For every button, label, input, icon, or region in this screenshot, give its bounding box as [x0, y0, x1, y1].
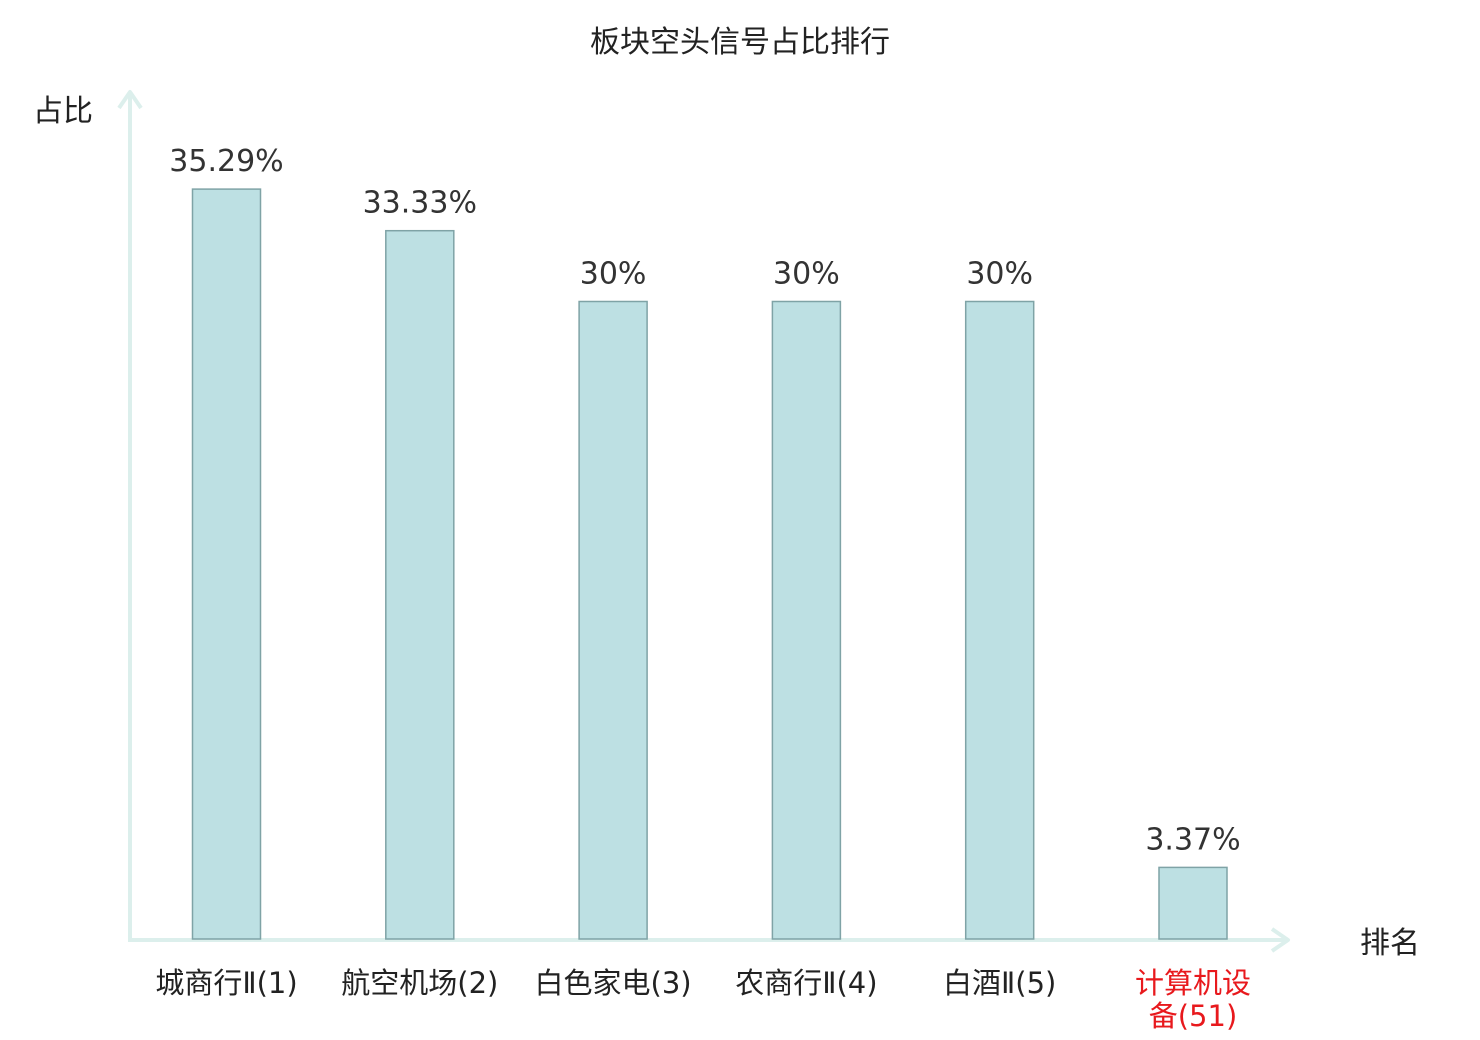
bar-5 — [964, 300, 1035, 940]
bar-4 — [771, 300, 842, 940]
value-labels-group: 35.29% 33.33% 30% 30% 30% 3.37% — [169, 144, 1240, 857]
x-tick-label-5: 白酒Ⅱ(5) — [943, 966, 1056, 1000]
y-axis-label: 占比 — [33, 94, 93, 129]
bar-1 — [191, 188, 262, 940]
x-tick-label-3: 白色家电(3) — [535, 966, 692, 1000]
bar-value-label-5: 30% — [966, 257, 1033, 292]
bar-value-label-2: 33.33% — [363, 186, 477, 221]
bar-2 — [385, 229, 455, 940]
bar-3 — [578, 300, 648, 940]
x-tick-label-6: 计算机设备(51) — [1135, 966, 1251, 1033]
axes — [117, 90, 1290, 953]
y-axis-arrow-icon — [117, 90, 143, 110]
x-axis-label: 排名 — [1360, 926, 1420, 961]
x-tick-labels-group: 城商行Ⅱ(1) 航空机场(2) 白色家电(3) 农商行Ⅱ(4) 白酒Ⅱ(5) 计算机设备(… — [155, 966, 1251, 1033]
x-tick-label-1: 城商行Ⅱ(1) — [155, 966, 297, 1000]
bar-value-label-6: 3.37% — [1145, 822, 1240, 857]
x-tick-label-2: 航空机场(2) — [341, 966, 498, 1000]
bar-value-label-4: 30% — [773, 257, 840, 292]
bar-6 — [1158, 866, 1228, 940]
bar-value-label-1: 35.29% — [169, 144, 283, 179]
bar-value-label-3: 30% — [580, 257, 647, 292]
bars-group — [191, 188, 1228, 940]
chart-title: 板块空头信号占比排行 — [590, 25, 890, 60]
x-tick-label-4: 农商行Ⅱ(4) — [735, 966, 877, 1000]
x-axis-arrow-icon — [1270, 927, 1290, 953]
